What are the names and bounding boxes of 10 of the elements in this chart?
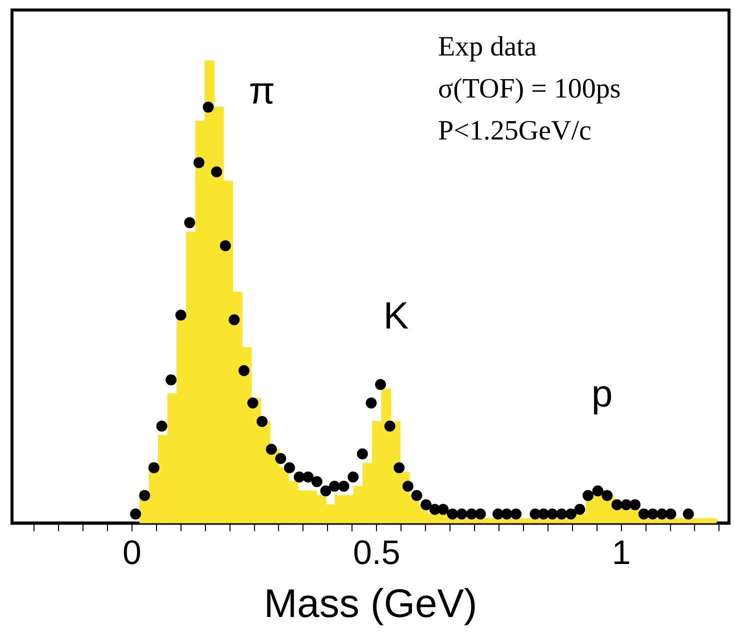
annotation: K [383,295,409,338]
annotation: π [248,70,276,112]
annotation: Exp data [438,31,538,62]
x-tick-label: 0.5 [352,534,400,572]
annotation: σ(TOF) = 100ps [438,73,621,104]
annotation: P<1.25GeV/c [438,115,592,146]
x-axis-title: Mass (GeV) [264,582,478,626]
x-tick-label: 0 [122,534,142,572]
annotation: p [591,373,613,416]
x-tick-label: 1 [612,534,631,572]
